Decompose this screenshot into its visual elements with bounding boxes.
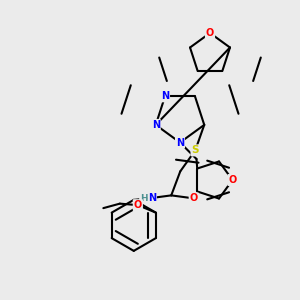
Text: N: N <box>176 137 184 148</box>
Text: N: N <box>152 120 160 130</box>
Text: O: O <box>134 200 142 210</box>
Text: S: S <box>191 146 199 155</box>
Text: H: H <box>140 194 147 203</box>
Text: O: O <box>228 175 237 185</box>
Text: O: O <box>206 28 214 38</box>
Text: N: N <box>161 92 169 101</box>
Text: O: O <box>190 194 198 203</box>
Text: N: N <box>148 194 156 203</box>
